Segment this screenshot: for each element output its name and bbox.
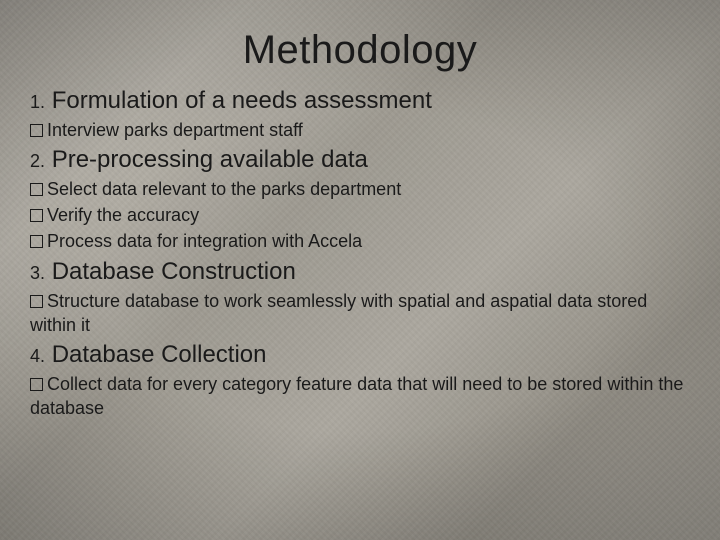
- section-number: 3.: [30, 263, 45, 283]
- bullet-text: Verify the accuracy: [47, 205, 199, 225]
- section-heading: 4. Database Collection: [30, 341, 690, 370]
- bullet-text: Interview parks department staff: [47, 120, 303, 140]
- section-heading: 1. Formulation of a needs assessment: [30, 87, 690, 116]
- section-2: 2. Pre-processing available data Select …: [30, 146, 690, 254]
- section-number: 1.: [30, 92, 45, 112]
- bullet-text: Collect data for every category feature …: [30, 374, 683, 418]
- section-title: Database Collection: [52, 341, 267, 368]
- checkbox-icon: [30, 235, 43, 248]
- section-number: 2.: [30, 151, 45, 171]
- bullet-item: Process data for integration with Accela: [30, 229, 690, 253]
- section-title: Pre-processing available data: [52, 146, 368, 173]
- bullet-text: Structure database to work seamlessly wi…: [30, 291, 647, 335]
- bullet-item: Collect data for every category feature …: [30, 372, 690, 421]
- section-3: 3. Database Construction Structure datab…: [30, 258, 690, 337]
- section-number: 4.: [30, 346, 45, 366]
- bullet-item: Structure database to work seamlessly wi…: [30, 289, 690, 338]
- slide-title: Methodology: [30, 28, 690, 73]
- slide-content: Methodology 1. Formulation of a needs as…: [30, 28, 690, 421]
- section-title: Formulation of a needs assessment: [52, 87, 432, 114]
- checkbox-icon: [30, 295, 43, 308]
- bullet-item: Interview parks department staff: [30, 118, 690, 142]
- section-heading: 3. Database Construction: [30, 258, 690, 287]
- checkbox-icon: [30, 209, 43, 222]
- section-title: Database Construction: [52, 258, 296, 285]
- bullet-text: Process data for integration with Accela: [47, 231, 362, 251]
- checkbox-icon: [30, 183, 43, 196]
- bullet-text: Select data relevant to the parks depart…: [47, 179, 401, 199]
- bullet-item: Select data relevant to the parks depart…: [30, 177, 690, 201]
- section-heading: 2. Pre-processing available data: [30, 146, 690, 175]
- bullet-item: Verify the accuracy: [30, 203, 690, 227]
- slide: Methodology 1. Formulation of a needs as…: [0, 0, 720, 540]
- section-4: 4. Database Collection Collect data for …: [30, 341, 690, 420]
- section-1: 1. Formulation of a needs assessment Int…: [30, 87, 690, 142]
- checkbox-icon: [30, 124, 43, 137]
- checkbox-icon: [30, 378, 43, 391]
